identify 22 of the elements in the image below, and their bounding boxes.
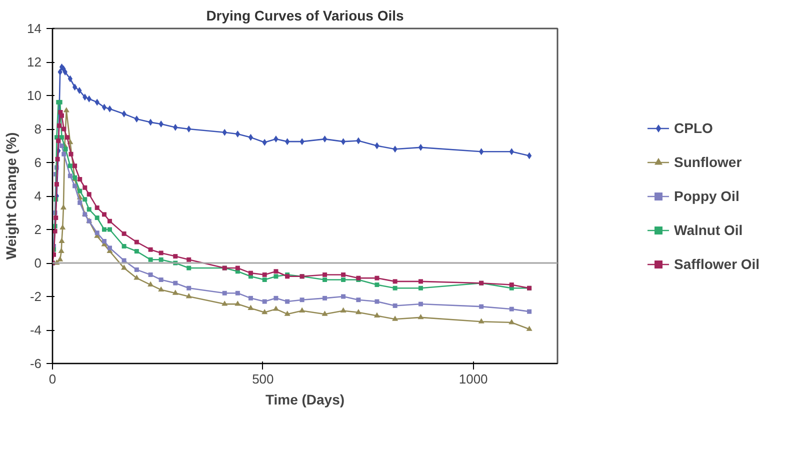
y-tick-label: 6 [34, 155, 42, 170]
y-tick-label: 8 [34, 122, 42, 136]
y-tick-label: -2 [30, 289, 42, 304]
x-axis-title: Time (Days) [265, 392, 345, 408]
y-axis-title: Weight Change (%) [3, 132, 20, 260]
y-tick-label: -6 [30, 356, 42, 371]
legend-label: CPLO [674, 120, 713, 136]
y-tick-label: 0 [34, 256, 42, 270]
x-tick-label: 1000 [458, 372, 488, 386]
chart-title: Drying Curves of Various Oils [206, 8, 404, 24]
x-tick-label: 0 [48, 372, 56, 386]
y-tick-label: -4 [30, 322, 42, 338]
x-tick-label: 500 [252, 372, 274, 386]
legend-label: Walnut Oil [674, 222, 743, 238]
y-tick-label: 10 [27, 88, 42, 103]
y-tick-label: 12 [27, 54, 42, 70]
legend-label: Safflower Oil [674, 256, 760, 272]
y-tick-label: 14 [27, 21, 42, 36]
y-tick-label: 2 [34, 222, 42, 237]
y-tick-label: 4 [34, 188, 42, 204]
legend-label: Poppy Oil [674, 188, 740, 204]
legend-label: Sunflower [674, 154, 742, 170]
